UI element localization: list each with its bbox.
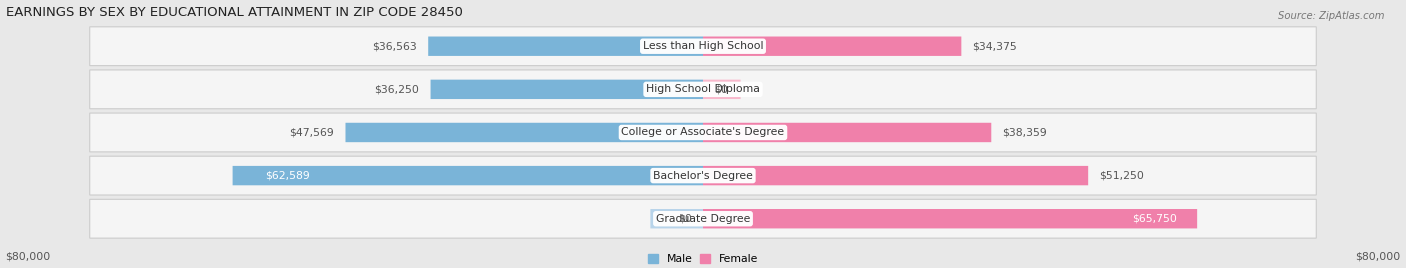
Text: $80,000: $80,000: [1355, 251, 1400, 261]
FancyBboxPatch shape: [90, 156, 1316, 195]
Text: $80,000: $80,000: [6, 251, 51, 261]
Text: EARNINGS BY SEX BY EDUCATIONAL ATTAINMENT IN ZIP CODE 28450: EARNINGS BY SEX BY EDUCATIONAL ATTAINMEN…: [6, 6, 463, 18]
Text: $34,375: $34,375: [973, 41, 1018, 51]
FancyBboxPatch shape: [703, 80, 741, 99]
Text: $47,569: $47,569: [290, 128, 335, 137]
FancyBboxPatch shape: [90, 70, 1316, 109]
Text: $38,359: $38,359: [1002, 128, 1047, 137]
Text: Source: ZipAtlas.com: Source: ZipAtlas.com: [1278, 11, 1385, 21]
Text: Bachelor's Degree: Bachelor's Degree: [652, 171, 754, 181]
FancyBboxPatch shape: [703, 36, 962, 56]
FancyBboxPatch shape: [429, 36, 703, 56]
FancyBboxPatch shape: [703, 166, 1088, 185]
FancyBboxPatch shape: [651, 209, 703, 228]
Text: Graduate Degree: Graduate Degree: [655, 214, 751, 224]
Text: $0: $0: [678, 214, 692, 224]
FancyBboxPatch shape: [90, 199, 1316, 238]
Text: $51,250: $51,250: [1099, 171, 1144, 181]
FancyBboxPatch shape: [703, 209, 1197, 228]
Text: $62,589: $62,589: [266, 171, 311, 181]
FancyBboxPatch shape: [430, 80, 703, 99]
Text: $36,563: $36,563: [373, 41, 418, 51]
FancyBboxPatch shape: [346, 123, 703, 142]
Text: $36,250: $36,250: [374, 84, 419, 94]
Text: High School Diploma: High School Diploma: [647, 84, 759, 94]
FancyBboxPatch shape: [90, 113, 1316, 152]
FancyBboxPatch shape: [90, 27, 1316, 66]
FancyBboxPatch shape: [232, 166, 703, 185]
Text: $65,750: $65,750: [1132, 214, 1177, 224]
Text: College or Associate's Degree: College or Associate's Degree: [621, 128, 785, 137]
Legend: Male, Female: Male, Female: [648, 254, 758, 264]
FancyBboxPatch shape: [703, 123, 991, 142]
Text: Less than High School: Less than High School: [643, 41, 763, 51]
Text: $0: $0: [714, 84, 728, 94]
